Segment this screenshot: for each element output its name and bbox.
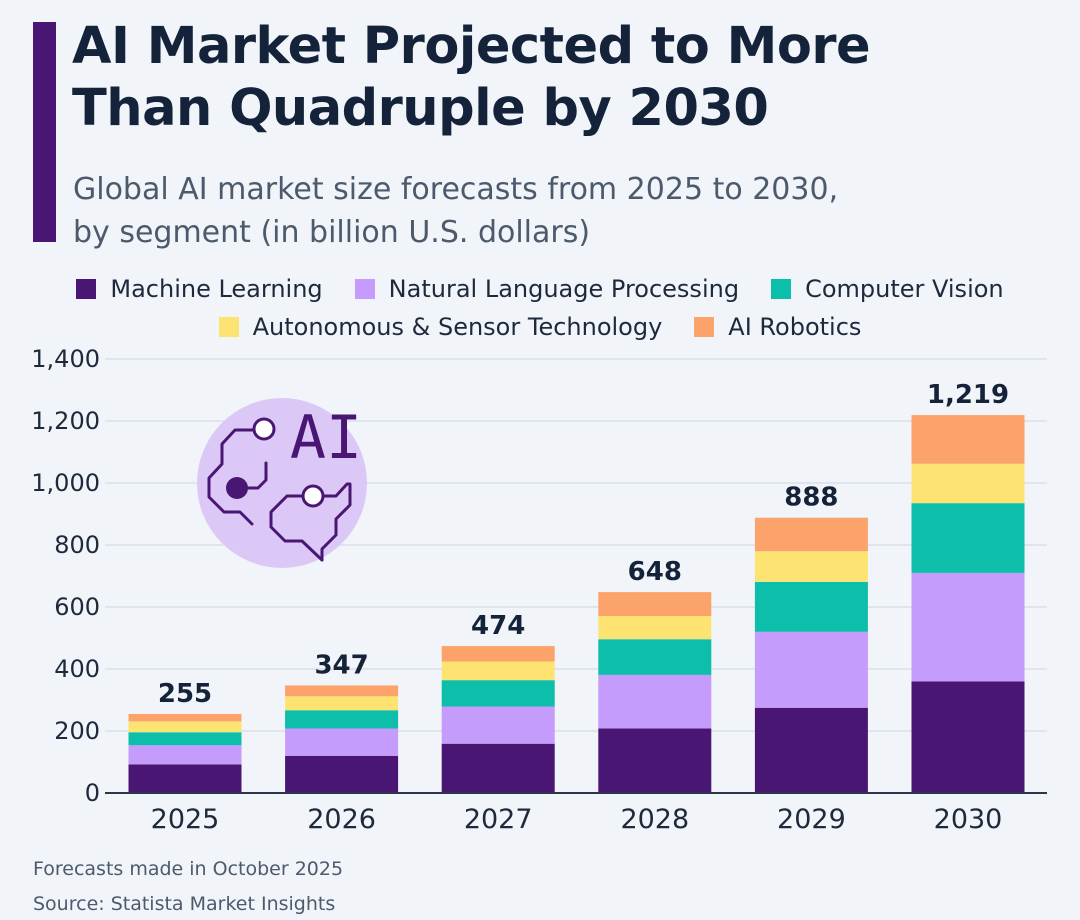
bar-segment <box>911 681 1025 793</box>
bar-segment <box>754 581 868 632</box>
legend-swatch-nlp <box>354 279 375 299</box>
bar-segment <box>911 463 1025 504</box>
brain-outline-left <box>207 428 254 526</box>
x-tick-label: 2030 <box>934 804 1003 835</box>
ai-brain-circuit-icon: AI <box>197 398 367 568</box>
y-tick-label: 0 <box>85 779 100 807</box>
illustration-circle <box>197 398 367 568</box>
x-tick-label: 2025 <box>151 804 220 835</box>
y-tick-label: 400 <box>54 655 100 683</box>
bar-segment <box>598 639 712 675</box>
legend-item-nlp: Natural Language Processing <box>354 275 740 303</box>
y-tick-label: 1,000 <box>31 469 100 497</box>
legend-swatch-computer-vision <box>771 279 792 299</box>
legend-item-ai-robotics: AI Robotics <box>694 313 861 341</box>
bar-segment <box>128 713 242 722</box>
chart-subtitle: Global AI market size forecasts from 202… <box>73 168 1033 254</box>
bar-segment <box>128 745 242 765</box>
legend-item-computer-vision: Computer Vision <box>771 275 1004 303</box>
bar-segment <box>285 696 399 711</box>
bar-segment <box>285 755 399 793</box>
chart-title: AI Market Projected to More Than Quadrup… <box>72 16 1062 140</box>
bar-segment <box>285 728 399 756</box>
bar-total-label: 255 <box>158 679 212 709</box>
bar-segment <box>754 707 868 793</box>
bar-segment <box>911 503 1025 573</box>
bar-total-label: 347 <box>314 650 368 680</box>
subtitle-line-1: Global AI market size forecasts from 202… <box>73 172 839 207</box>
bar-segment <box>285 685 399 697</box>
brain-outline-bottom <box>269 494 324 562</box>
title-line-1: AI Market Projected to More <box>72 17 871 76</box>
x-tick-label: 2026 <box>307 804 376 835</box>
bar-segment <box>598 728 712 793</box>
legend-label-nlp: Natural Language Processing <box>388 275 740 303</box>
legend-swatch-machine-learning <box>76 279 97 299</box>
bar-segment <box>128 764 242 793</box>
bar-segment <box>285 710 399 729</box>
subtitle-line-2: by segment (in billion U.S. dollars) <box>73 215 591 250</box>
legend-label-machine-learning: Machine Learning <box>110 275 323 303</box>
bar-segment <box>441 646 555 662</box>
ai-label: AI <box>290 403 362 473</box>
bar-segment <box>754 517 868 552</box>
bar-segment <box>598 615 712 640</box>
bar-segment <box>441 706 555 744</box>
legend-item-autonomous-sensor: Autonomous & Sensor Technology <box>218 313 663 341</box>
bar-segment <box>441 743 555 793</box>
y-tick-label: 200 <box>54 717 100 745</box>
circuit-ring-node-1 <box>252 417 276 441</box>
y-tick-label: 600 <box>54 593 100 621</box>
legend-swatch-autonomous-sensor <box>218 317 239 337</box>
circuit-ring-node-2 <box>301 484 325 508</box>
bar-total-labels: 255 347 474 648 888 1,219 <box>158 380 1009 709</box>
legend-label-autonomous-sensor: Autonomous & Sensor Technology <box>252 313 663 341</box>
y-axis-ticks: 0 200 400 600 800 1,000 1,200 1,400 <box>31 345 100 807</box>
legend-swatch-ai-robotics <box>694 317 715 337</box>
legend-label-computer-vision: Computer Vision <box>805 275 1004 303</box>
brain-outline-right <box>320 482 352 562</box>
title-line-2: Than Quadruple by 2030 <box>72 79 769 138</box>
x-axis-ticks: 2025 2026 2027 2028 2029 2030 <box>151 804 1003 835</box>
bar-segment <box>441 661 555 681</box>
bar-segment <box>128 721 242 733</box>
title-accent-bar <box>33 22 56 242</box>
y-tick-label: 800 <box>54 531 100 559</box>
bars <box>128 415 1025 793</box>
circuit-solid-node <box>226 477 248 499</box>
bar-segment <box>128 732 242 746</box>
x-tick-label: 2029 <box>777 804 846 835</box>
bar-total-label: 474 <box>471 611 525 641</box>
bar-segment <box>911 415 1025 464</box>
bar-segment <box>598 592 712 616</box>
bar-segment <box>911 572 1025 682</box>
bar-segment <box>441 680 555 707</box>
bar-segment <box>598 674 712 729</box>
legend-item-machine-learning: Machine Learning <box>76 275 323 303</box>
legend-label-ai-robotics: AI Robotics <box>728 313 862 341</box>
bar-segment <box>754 551 868 582</box>
bar-total-label: 648 <box>628 557 682 587</box>
y-tick-label: 1,200 <box>31 407 100 435</box>
legend-row-1: Machine Learning Natural Language Proces… <box>0 275 1080 303</box>
y-tick-label: 1,400 <box>31 345 100 373</box>
footer-note: Forecasts made in October 2025 <box>33 858 344 880</box>
legend-row-2: Autonomous & Sensor Technology AI Roboti… <box>0 313 1080 341</box>
bar-total-label: 1,219 <box>927 380 1009 410</box>
x-tick-label: 2027 <box>464 804 533 835</box>
bar-segment <box>754 631 868 708</box>
x-tick-label: 2028 <box>620 804 689 835</box>
footer-source: Source: Statista Market Insights <box>33 893 336 915</box>
bar-total-label: 888 <box>784 483 838 513</box>
